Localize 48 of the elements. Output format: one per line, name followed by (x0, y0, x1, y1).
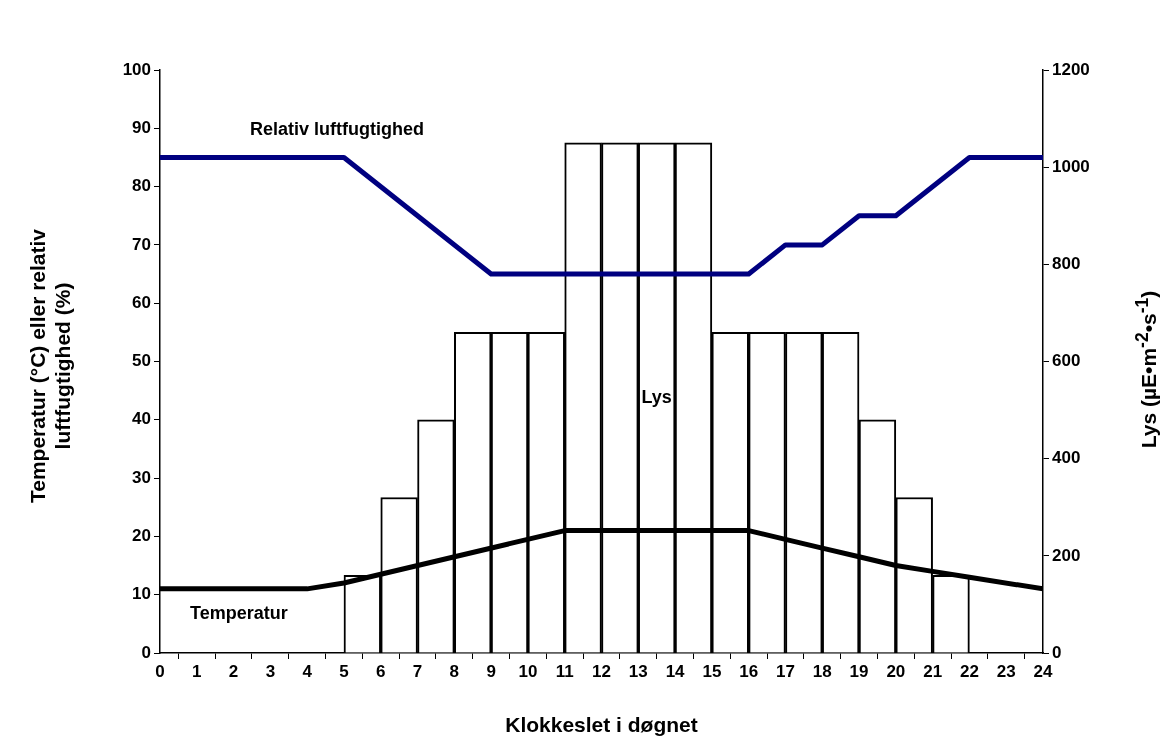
series-label: Relativ luftfugtighed (250, 119, 424, 140)
y2-tick-label: 1000 (1052, 156, 1090, 176)
x-tick-label: 16 (739, 661, 759, 681)
x-axis-title: Klokkeslet i døgnet (505, 713, 698, 737)
y-tick-label: 70 (132, 234, 151, 254)
y2-tick-label: 600 (1052, 351, 1081, 371)
x-tick-label: 1 (192, 661, 202, 681)
x-tick-label: 2 (228, 661, 239, 681)
x-tick-label: 23 (996, 661, 1016, 681)
y2-tick-label: 1200 (1052, 59, 1090, 79)
y-tick-label: 60 (132, 292, 151, 312)
x-tick-label: 13 (628, 661, 648, 681)
y2-tick-label: 200 (1052, 545, 1081, 565)
y2-tick-label: 800 (1052, 254, 1081, 274)
series-label: Lys (641, 386, 672, 407)
y-tick-label: 30 (132, 467, 151, 487)
x-tick-label: 11 (555, 661, 574, 681)
x-tick-label: 20 (886, 661, 906, 681)
y-tick-label: 80 (132, 176, 151, 196)
y-tick-label: 90 (132, 117, 151, 137)
x-tick-label: 3 (265, 661, 276, 681)
y-tick-label: 100 (122, 59, 151, 79)
x-tick-label: 15 (702, 661, 722, 681)
x-tick-label: 8 (449, 661, 460, 681)
x-tick-label: 5 (339, 661, 349, 681)
x-tick-label: 0 (155, 661, 165, 681)
x-tick-label: 24 (1033, 661, 1053, 681)
x-tick-label: 6 (376, 661, 386, 681)
y2-tick-label: 400 (1052, 448, 1081, 468)
series-label: Temperatur (190, 602, 288, 623)
x-tick-label: 12 (592, 661, 611, 681)
x-tick-label: 7 (412, 661, 423, 681)
x-tick-label: 22 (959, 661, 979, 681)
x-tick-label: 9 (486, 661, 496, 681)
y-axis-title: Temperatur (°C) eller relativ luftfugtighed (%) (25, 227, 75, 506)
x-tick-label: 14 (665, 661, 686, 681)
y-tick-label: 50 (132, 351, 151, 371)
y-tick-label: 40 (132, 409, 151, 429)
x-tick-label: 10 (518, 661, 538, 681)
y-tick-label: 0 (141, 642, 151, 662)
x-tick-label: 19 (849, 661, 869, 681)
x-tick-label: 21 (923, 661, 943, 681)
y2-tick-label: 0 (1052, 642, 1062, 662)
y-tick-label: 20 (132, 526, 151, 546)
x-tick-label: 18 (812, 661, 832, 681)
x-tick-label: 17 (776, 661, 795, 681)
y-tick-label: 10 (132, 584, 151, 604)
x-tick-label: 4 (302, 661, 313, 681)
